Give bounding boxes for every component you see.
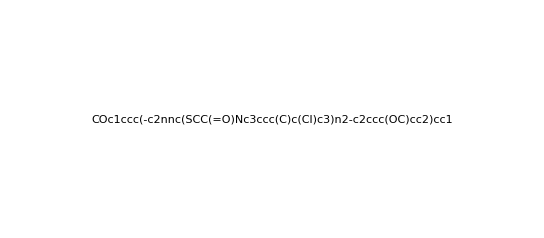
Text: COc1ccc(-c2nnc(SCC(=O)Nc3ccc(C)c(Cl)c3)n2-c2ccc(OC)cc2)cc1: COc1ccc(-c2nnc(SCC(=O)Nc3ccc(C)c(Cl)c3)n…: [91, 114, 453, 124]
